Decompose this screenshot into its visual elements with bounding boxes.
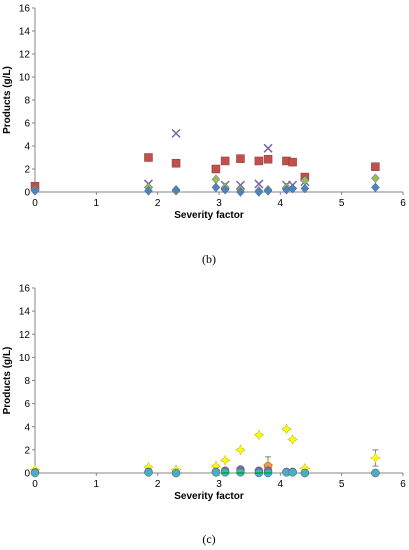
data-point-x	[171, 128, 181, 138]
data-point-star	[286, 433, 299, 446]
data-point-diamond	[300, 183, 310, 194]
x-stroke	[254, 179, 264, 189]
data-point-star	[369, 452, 382, 464]
y-tick-label: 14	[19, 307, 31, 318]
x-axis-title: Severity factor	[174, 210, 244, 221]
y-tick-label: 2	[24, 165, 30, 176]
data-point-square	[236, 154, 245, 163]
y-tick-label: 12	[19, 330, 31, 341]
y-axis-title: Products (g/L)	[2, 347, 13, 415]
x-tick-label: 0	[32, 479, 38, 490]
data-point-diamond	[263, 186, 273, 196]
series-2	[30, 465, 380, 478]
x-stroke	[171, 128, 181, 138]
y-tick-label: 8	[24, 96, 30, 107]
data-point-diamond	[220, 184, 230, 195]
y-tick-label: 0	[24, 188, 30, 199]
x-tick-label: 1	[94, 198, 100, 209]
y-tick-label: 6	[24, 119, 30, 130]
x-tick-label: 6	[400, 479, 406, 490]
data-point-square	[288, 157, 297, 167]
x-tick-label: 5	[339, 479, 345, 490]
data-point-x	[254, 179, 264, 189]
data-point-square	[220, 156, 230, 166]
y-tick-label: 14	[19, 27, 31, 38]
y-tick-label: 8	[24, 376, 30, 387]
panel-label: (c)	[202, 532, 215, 546]
data-point-circle	[144, 468, 153, 477]
y-tick-label: 16	[19, 284, 31, 295]
data-point-diamond	[236, 187, 245, 197]
data-point-star	[280, 423, 293, 435]
x-axis-title: Severity factor	[174, 491, 244, 502]
data-point-circle	[171, 468, 181, 478]
x-tick-label: 3	[216, 479, 222, 490]
series-0	[30, 153, 380, 191]
series-0	[29, 423, 382, 476]
data-point-circle	[30, 468, 40, 478]
data-point-circle	[288, 468, 297, 477]
data-point-star	[219, 454, 231, 466]
data-point-circle	[371, 468, 380, 478]
series-3	[30, 182, 380, 197]
y-tick-label: 2	[24, 445, 30, 456]
data-point-star	[234, 444, 247, 456]
data-point-square	[254, 156, 264, 166]
data-point-diamond	[371, 173, 380, 184]
y-tick-label: 16	[19, 4, 31, 15]
y-tick-label: 4	[24, 142, 30, 153]
data-point-circle	[211, 468, 221, 477]
data-point-diamond	[288, 183, 297, 194]
data-point-diamond	[211, 174, 221, 185]
data-point-square	[371, 162, 380, 171]
x-tick-label: 0	[32, 198, 38, 209]
data-point-diamond	[254, 187, 264, 197]
y-tick-label: 4	[24, 422, 30, 433]
data-point-diamond	[371, 182, 380, 193]
x-tick-label: 4	[278, 479, 284, 490]
data-point-diamond	[144, 186, 153, 196]
data-point-circle	[300, 468, 310, 478]
y-axis-title: Products (g/L)	[2, 66, 13, 134]
data-point-square	[171, 159, 181, 168]
data-point-diamond	[211, 182, 221, 193]
data-point-square	[211, 164, 221, 174]
data-point-square	[144, 153, 153, 162]
x-tick-label: 3	[216, 198, 222, 209]
y-tick-label: 12	[19, 50, 31, 61]
data-point-diamond	[171, 184, 181, 195]
y-tick-label: 10	[19, 73, 31, 84]
x-stroke	[263, 143, 273, 153]
x-tick-label: 5	[339, 198, 345, 209]
y-tick-label: 0	[24, 469, 30, 480]
y-tick-label: 10	[19, 353, 31, 364]
x-tick-label: 1	[94, 479, 100, 490]
y-tick-label: 6	[24, 399, 30, 410]
data-point-square	[263, 154, 273, 164]
panel-label: (b)	[202, 252, 216, 266]
data-point-star	[253, 429, 265, 441]
data-point-diamond	[30, 186, 40, 196]
x-tick-label: 2	[155, 198, 161, 209]
x-tick-label: 6	[400, 198, 406, 209]
x-tick-label: 2	[155, 479, 161, 490]
x-tick-label: 4	[278, 198, 284, 209]
data-point-x	[263, 143, 273, 153]
